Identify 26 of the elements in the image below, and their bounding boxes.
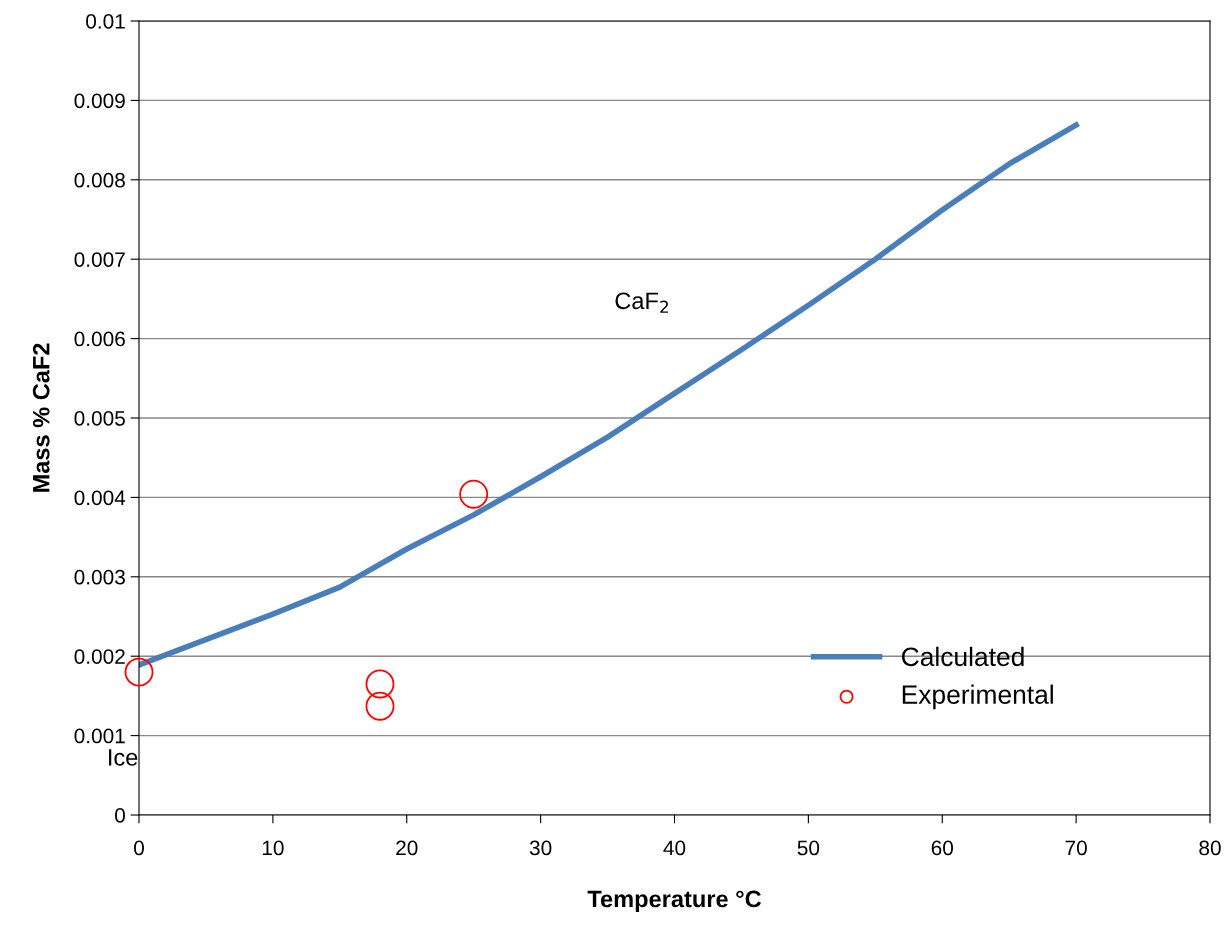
- x-tick-label: 10: [262, 840, 284, 856]
- x-tick-label: 0: [134, 840, 144, 856]
- y-tick-label: 0.01: [86, 14, 125, 29]
- y-tick-label: 0.008: [74, 172, 125, 188]
- y-axis-title: Mass % CaF2: [32, 343, 50, 492]
- x-axis-title: Temperature °C: [587, 890, 762, 912]
- x-tick-label: 40: [663, 840, 686, 856]
- legend-label: Calculated: [902, 646, 1024, 667]
- y-tick-label: 0.005: [74, 411, 125, 426]
- y-tick-label: 0.004: [74, 490, 126, 506]
- y-tick-label: 0: [115, 808, 125, 823]
- legend-label: Experimental: [902, 684, 1053, 710]
- annotation: CaF$_{2}$: [615, 292, 668, 313]
- y-tick-label: 0.001: [74, 728, 125, 744]
- x-tick-label: 60: [931, 840, 954, 856]
- text: Ice: [109, 749, 138, 766]
- x-tick-label: 50: [797, 840, 820, 856]
- x-tick-label: 80: [1199, 840, 1221, 856]
- y-tick-label: 0.002: [74, 649, 125, 664]
- y-tick-label: 0.006: [74, 331, 125, 347]
- y-tick-label: 0.003: [74, 569, 125, 585]
- x-tick-label: 70: [1065, 840, 1087, 856]
- y-tick-label: 0.007: [74, 252, 125, 267]
- x-tick-label: 30: [529, 840, 552, 856]
- y-tick-label: 0.009: [74, 93, 125, 109]
- x-tick-label: 20: [396, 840, 418, 856]
